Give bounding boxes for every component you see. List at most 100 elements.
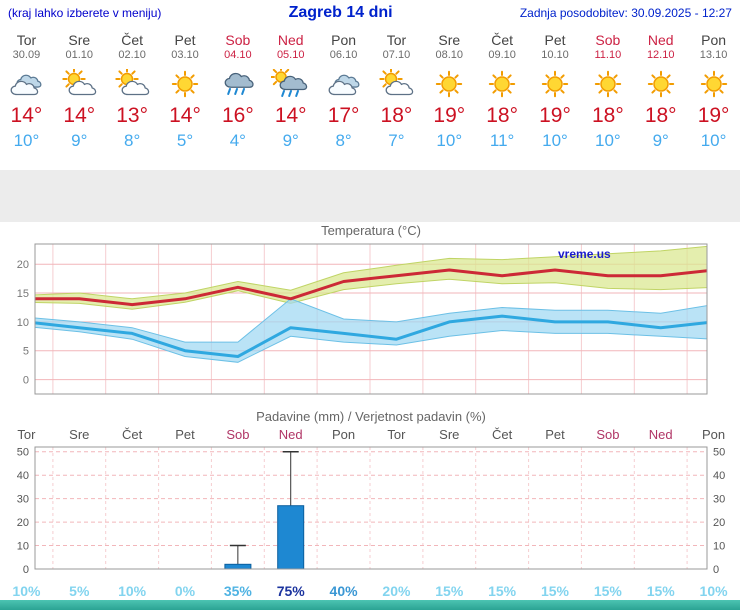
day-name: Sob (225, 32, 251, 48)
svg-text:40: 40 (713, 470, 725, 482)
max-temperature: 14° (63, 104, 96, 127)
min-temperature: 11° (489, 131, 515, 150)
header: (kraj lahko izberete v meniju) Zagreb 14… (0, 0, 740, 26)
menu-hint: (kraj lahko izberete v meniju) (8, 6, 162, 20)
temperature-chart: 0 5 10 15 20 Temperatura (°C) vreme.us (0, 222, 740, 409)
min-temperature: 8° (335, 131, 352, 150)
max-temperature: 13° (116, 104, 149, 127)
max-temperature: 17° (327, 104, 360, 127)
day-name: Ned (647, 32, 674, 48)
precipitation-chart: Padavine (mm) / Verjetnost padavin (%) To… (0, 409, 740, 582)
max-temperature: 18° (644, 104, 677, 127)
day-name: Pon (331, 32, 357, 48)
sunny-icon (482, 69, 522, 99)
precip-probability: 15% (488, 583, 517, 599)
svg-text:50: 50 (17, 447, 29, 459)
precip-day-name: Tor (17, 427, 36, 442)
svg-text:0: 0 (23, 375, 29, 387)
separator-band (0, 170, 740, 222)
min-temperature: 10° (594, 131, 621, 150)
day-date: 07.10 (382, 49, 411, 61)
precip-day-name: Sre (439, 427, 459, 442)
precip-probability: 15% (593, 583, 622, 599)
day-name: Sob (595, 32, 621, 48)
svg-text:20: 20 (713, 517, 725, 529)
precip-day-name: Sob (226, 427, 249, 442)
sunny-icon (641, 69, 681, 99)
day-name: Pet (174, 32, 196, 48)
day-column: Sob 11.10 18° 10° (581, 26, 634, 170)
precip-day-name: Pon (702, 427, 725, 442)
day-column: Pet 03.10 14° 5° (159, 26, 212, 170)
day-date: 03.10 (171, 49, 199, 61)
precipitation-chart-svg: Padavine (mm) / Verjetnost padavin (%) To… (17, 409, 726, 576)
forecast-table: Tor 30.09 14° 10° Sre 01.10 14° 9° Čet 02.10 13° 8°… (0, 26, 740, 170)
sunny-icon (535, 69, 575, 99)
svg-text:30: 30 (17, 494, 29, 506)
min-temperature: 10° (436, 131, 463, 150)
max-temperature: 14° (274, 104, 307, 127)
day-date: 09.10 (488, 49, 516, 61)
bottom-banner (0, 600, 740, 610)
precip-probability: 15% (646, 583, 675, 599)
day-column: Sre 01.10 14° 9° (53, 26, 106, 170)
precip-bar (224, 563, 252, 570)
precip-day-name: Pet (545, 427, 565, 442)
day-date: 02.10 (118, 49, 146, 61)
sunny-icon (588, 69, 628, 99)
precip-bar (277, 505, 305, 570)
day-column: Ned 12.10 18° 9° (634, 26, 687, 170)
svg-text:0: 0 (713, 564, 719, 576)
temp-chart-title: Temperatura (°C) (321, 223, 421, 238)
svg-text:40: 40 (17, 470, 29, 482)
sunny-icon (429, 69, 469, 99)
day-date: 06.10 (329, 49, 358, 61)
svg-text:5: 5 (23, 346, 29, 358)
precip-probability: 10% (699, 583, 728, 599)
watermark: vreme.us (558, 247, 611, 261)
cloudy-icon (6, 69, 46, 99)
day-column: Tor 07.10 18° 7° (370, 26, 423, 170)
day-column: Ned 05.10 14° 9° (264, 26, 317, 170)
precip-day-name: Tor (387, 427, 406, 442)
svg-text:30: 30 (713, 494, 725, 506)
precip-day-name: Čet (122, 427, 143, 442)
partly-cloudy-icon (112, 67, 152, 99)
day-column: Sob 04.10 16° 4° (211, 26, 264, 170)
svg-text:0: 0 (23, 564, 29, 576)
partly-cloudy-icon (376, 67, 416, 99)
min-temperature: 4° (229, 131, 246, 150)
precip-probability: 20% (382, 583, 411, 599)
temperature-chart-svg: 0 5 10 15 20 Temperatura (°C) vreme.us (17, 223, 708, 395)
min-temperature: 10° (13, 131, 40, 150)
min-temperature: 8° (124, 131, 141, 150)
day-name: Sre (68, 32, 91, 48)
max-temperature: 19° (433, 104, 466, 127)
day-date: 08.10 (435, 49, 464, 61)
rain-icon (218, 69, 258, 99)
day-column: Pon 13.10 19° 10° (687, 26, 740, 170)
day-date: 10.10 (541, 49, 569, 61)
precip-day-name: Pon (332, 427, 355, 442)
last-updated: Zadnja posodobitev: 30.09.2025 - 12:27 (519, 6, 732, 20)
precip-chart-title: Padavine (mm) / Verjetnost padavin (%) (256, 409, 486, 424)
precip-day-name: Čet (492, 427, 513, 442)
max-temperature: 18° (380, 104, 413, 127)
day-column: Tor 30.09 14° 10° (0, 26, 53, 170)
day-date: 05.10 (276, 49, 305, 61)
svg-text:20: 20 (17, 259, 29, 271)
day-date: 11.10 (594, 49, 622, 61)
svg-text:10: 10 (17, 317, 29, 329)
svg-text:10: 10 (713, 541, 725, 553)
precip-probability: 0% (174, 583, 196, 599)
day-name: Pon (701, 32, 727, 48)
day-name: Pet (544, 32, 566, 48)
min-temperature: 10° (700, 131, 727, 150)
precip-probability: 75% (276, 583, 305, 599)
day-name: Tor (386, 32, 407, 48)
precip-probability: 40% (329, 583, 358, 599)
day-date: 04.10 (224, 49, 252, 61)
day-column: Pet 10.10 19° 10° (529, 26, 582, 170)
day-date: 01.10 (65, 49, 94, 61)
precip-day-name: Ned (279, 427, 303, 442)
